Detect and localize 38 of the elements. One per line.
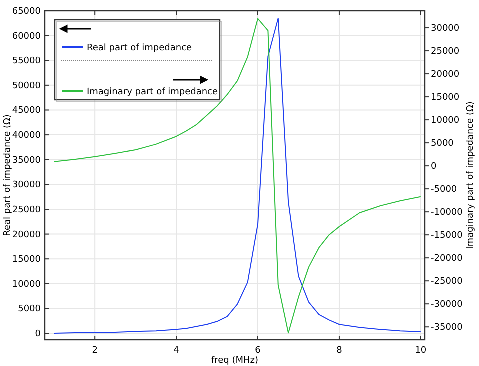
y-tick-label: 5000 bbox=[18, 304, 42, 315]
y2-tick-label: 5000 bbox=[431, 139, 454, 150]
x-axis-title: freq (MHz) bbox=[211, 356, 259, 366]
x-tick-label: 10 bbox=[415, 346, 427, 356]
y-tick-label: 20000 bbox=[12, 230, 42, 240]
y2-tick-label: -15000 bbox=[431, 231, 464, 242]
y-tick-label: 25000 bbox=[12, 205, 42, 216]
y-tick-label: 10000 bbox=[12, 280, 42, 290]
y-tick-label: 50000 bbox=[12, 81, 42, 92]
y-axis-title: Real part of impedance (Ω) bbox=[3, 114, 13, 236]
legend-label: Real part of impedance bbox=[87, 44, 193, 54]
y-tick-label: 65000 bbox=[12, 7, 42, 17]
y2-tick-label: 20000 bbox=[431, 70, 460, 80]
x-tick-label: 4 bbox=[174, 346, 180, 356]
y2-tick-label: -10000 bbox=[431, 208, 464, 218]
x-tick-label: 2 bbox=[92, 346, 98, 356]
y-tick-label: 55000 bbox=[12, 56, 42, 67]
x-tick-label: 6 bbox=[255, 346, 262, 356]
y-tick-label: 15000 bbox=[12, 255, 42, 266]
y-tick-label: 45000 bbox=[12, 106, 42, 116]
y2-axis-title: Imaginary part of impedance (Ω) bbox=[466, 102, 476, 250]
y-tick-label: 0 bbox=[35, 330, 42, 340]
y2-tick-label: -30000 bbox=[431, 300, 464, 310]
y2-tick-label: 25000 bbox=[431, 47, 460, 58]
y2-tick-label: 30000 bbox=[431, 24, 460, 34]
y-tick-label: 30000 bbox=[12, 180, 42, 191]
x-tick-label: 8 bbox=[336, 346, 343, 356]
y2-tick-label: -20000 bbox=[431, 254, 464, 264]
y-tick-label: 60000 bbox=[12, 32, 42, 42]
y2-tick-label: -5000 bbox=[431, 185, 458, 196]
y2-tick-label: 15000 bbox=[431, 93, 460, 104]
y-tick-label: 40000 bbox=[12, 131, 42, 142]
y2-tick-label: -25000 bbox=[431, 277, 464, 288]
y2-tick-label: 10000 bbox=[431, 116, 460, 126]
legend-label: Imaginary part of impedance bbox=[87, 88, 219, 98]
y2-tick-label: 0 bbox=[431, 162, 437, 172]
y-tick-label: 35000 bbox=[12, 156, 42, 166]
y2-tick-label: -35000 bbox=[431, 323, 464, 334]
